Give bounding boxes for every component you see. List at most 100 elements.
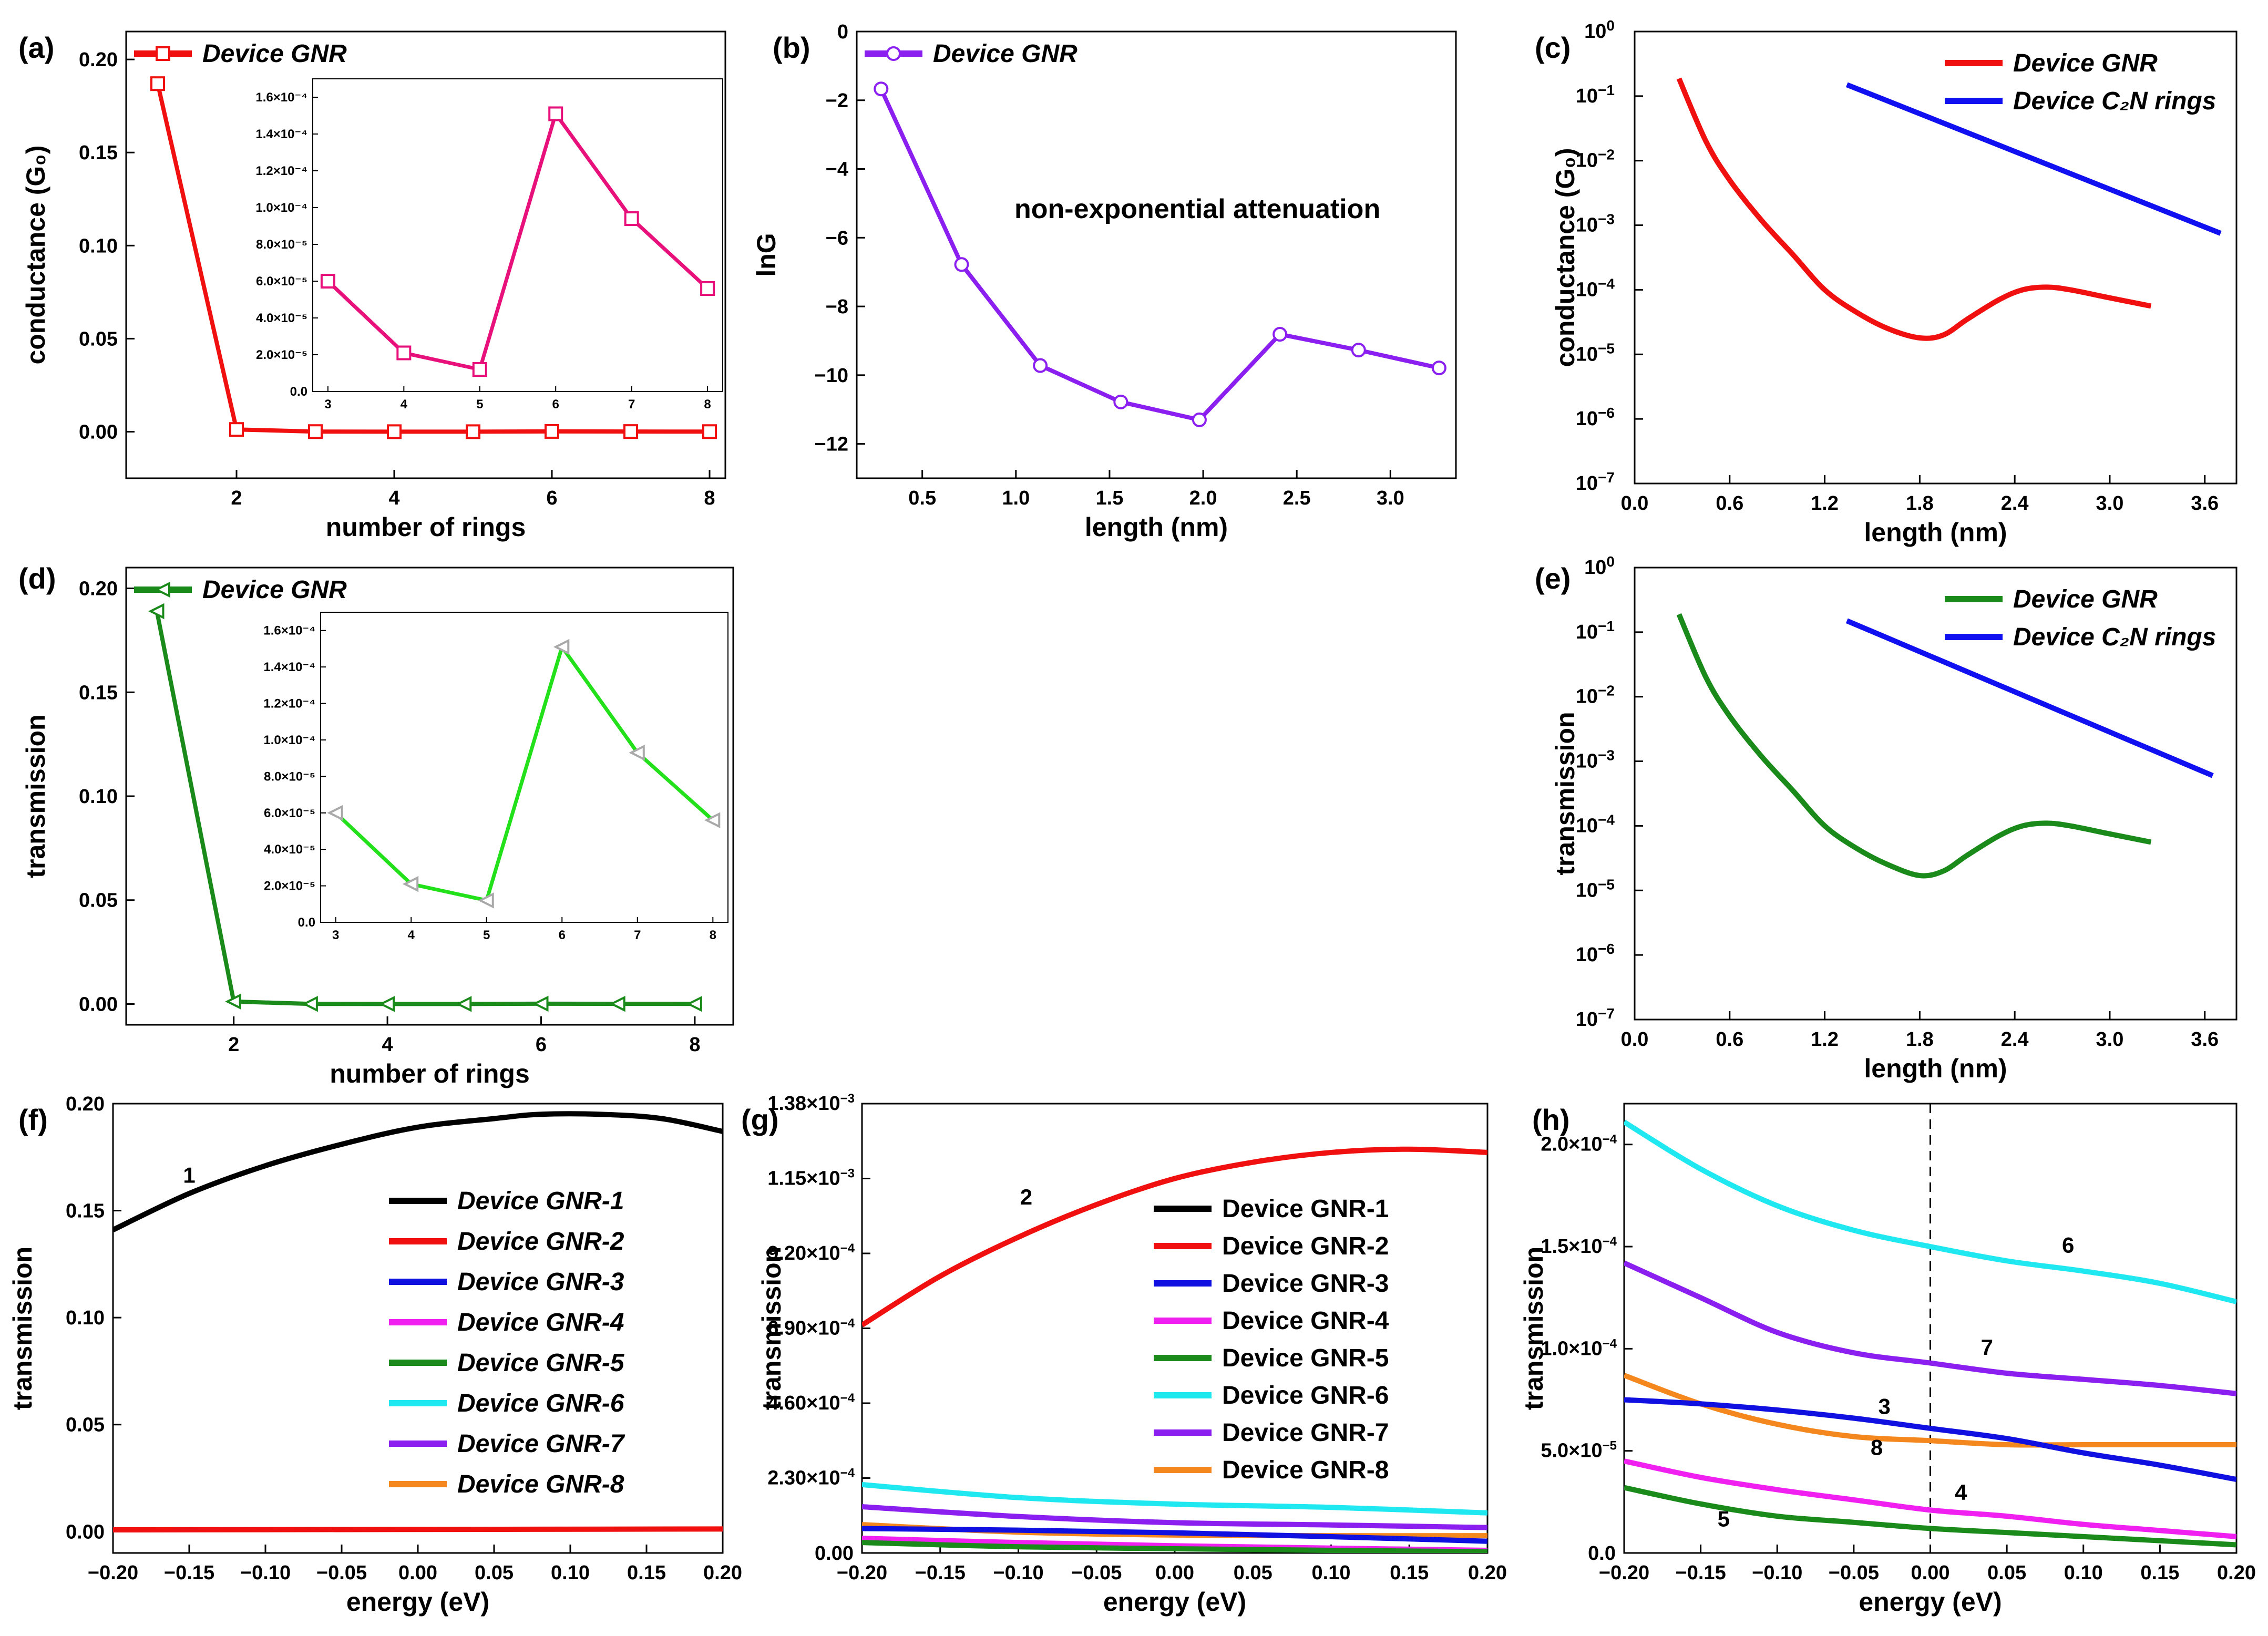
data-point [148,603,165,620]
y-axis-label: transmission [757,1247,786,1410]
inset-x-tick-label: 3 [324,397,331,411]
y-axis-label: conductance (G₀) [1551,148,1580,367]
x-tick-label: 1.5 [1096,487,1124,509]
y-tick-label: 0.05 [66,1414,105,1436]
inset-y-tick-label: 2.0×10⁻⁵ [264,879,315,893]
inset-y-tick-label: 4.0×10⁻⁵ [256,311,307,325]
legend-item: Device GNR-7 [389,1430,625,1458]
y-tick-label: 1.15×10−3 [767,1167,855,1190]
legend-item: Device GNR-4 [1154,1307,1389,1335]
plot-area [862,1146,1487,1553]
legend-label: Device GNR [202,40,347,68]
inset-y-tick-label: 1.6×10⁻⁴ [263,624,315,638]
inset-data-point [548,106,563,121]
y-tick-label: 10−5 [1576,876,1615,901]
y-tick-label: 10−2 [1576,147,1615,172]
data-point [954,257,969,272]
y-tick-label: 10−4 [1576,811,1615,837]
series-line [156,83,710,434]
x-tick-label: −0.05 [1071,1562,1122,1584]
x-tick-label: 0.20 [1468,1562,1507,1584]
panel-label: (c) [1535,31,1571,64]
legend-label: Device GNR [202,576,347,604]
inset-x-tick-label: 5 [483,928,490,942]
x-tick-label: 4 [388,487,399,509]
series-line [1845,82,2222,236]
inset-data-point [704,812,721,828]
y-tick-label: 4.60×10−4 [767,1391,855,1414]
x-tick-label: 0.10 [551,1562,590,1584]
x-tick-label: 0.00 [1155,1562,1194,1584]
x-tick-label: 0.0 [1621,1028,1649,1051]
legend-item: Device C₂N rings [1945,623,2216,651]
x-axis-label: length (nm) [1864,518,2007,547]
legend-label: Device GNR-6 [457,1390,624,1417]
panel-c: (c) 0.0 0.6 1.2 1.8 2.4 3.0 3.6 10−7 10−6 10−5 10−4… [1535,17,2238,547]
data-point [1033,358,1048,373]
x-tick-label: 0.15 [2140,1562,2179,1584]
y-tick-label: 10−6 [1576,941,1615,966]
x-tick-label: 2 [228,1034,239,1056]
x-axis-label: energy (eV) [1103,1587,1246,1617]
inset-x-tick-label: 3 [332,928,339,942]
legend-label: Device GNR-4 [1222,1307,1389,1335]
y-tick-label: 0.10 [66,1307,105,1329]
y-tick-label: 0 [837,21,848,43]
x-tick-label: 2.5 [1283,487,1311,509]
inset-y-tick-label: 2.0×10⁻⁵ [256,348,307,362]
x-tick-label: 6 [536,1034,547,1056]
legend-marker [156,46,170,61]
legend-label: Device GNR-4 [457,1309,624,1336]
curve-label: 8 [1871,1435,1883,1459]
data-point [532,995,549,1012]
legend-label: Device GNR-1 [457,1187,624,1215]
inset-y-tick-label: 1.4×10⁻⁴ [263,660,315,674]
y-tick-label: 10−4 [1576,275,1615,301]
plot-frame [125,30,726,479]
x-tick-label: 1.8 [1906,1028,1934,1051]
data-point [609,995,625,1012]
y-axis-label: transmission [1519,1247,1548,1410]
legend-marker [886,46,901,61]
x-axis-label: length (nm) [1085,512,1228,542]
curve-label: 6 [2062,1233,2074,1258]
legend-label: Device GNR-5 [1222,1344,1389,1372]
x-tick-label: 0.6 [1716,1028,1743,1051]
legend-label: Device GNR-3 [1222,1270,1389,1298]
x-tick-label: 2.4 [2001,1028,2029,1051]
legend-label: Device GNR-1 [1222,1195,1389,1223]
inset-y-tick-label: 4.0×10⁻⁵ [264,842,315,857]
y-tick-label: 2.30×10−4 [767,1466,855,1489]
x-tick-label: 0.00 [1911,1562,1950,1584]
legend-item: Device GNR-6 [389,1390,624,1417]
data-point [387,424,402,439]
x-tick-label: 8 [704,487,715,509]
x-tick-label: 0.10 [2064,1562,2103,1584]
data-point [874,81,889,97]
y-tick-label: 10−7 [1576,469,1615,495]
data-point [623,424,638,439]
plot-frame [856,30,1457,479]
y-tick-label: 0.10 [79,786,118,808]
legend-item: Device GNR [134,576,347,604]
x-tick-label: 4 [382,1034,393,1056]
series-line [113,1526,723,1533]
data-point [302,995,318,1012]
legend-item: Device GNR-5 [389,1349,625,1377]
y-tick-label: 100 [1584,17,1615,43]
x-tick-label: 3.6 [2191,492,2219,515]
y-tick-label: 0.20 [79,578,118,600]
series-line [1624,1260,2236,1396]
y-tick-label: 0.00 [66,1521,105,1543]
legend-item: Device GNR [1945,585,2158,613]
legend-label: Device C₂N rings [2013,623,2216,651]
y-tick-label: 0.05 [79,890,118,912]
y-tick-label: 0.15 [79,682,118,704]
x-tick-label: −0.20 [837,1562,887,1584]
inset-y-tick-label: 8.0×10⁻⁵ [256,238,307,252]
legend-item: Device GNR-2 [389,1228,624,1256]
legend-label: Device GNR-7 [1222,1419,1389,1447]
x-tick-label: 0.20 [2217,1562,2256,1584]
panel-g: (g) −0.20 −0.15 −0.10 −0.05 0.00 0.05 0.10 0.15 0… [741,1092,1507,1617]
series-line [1624,1485,2236,1548]
